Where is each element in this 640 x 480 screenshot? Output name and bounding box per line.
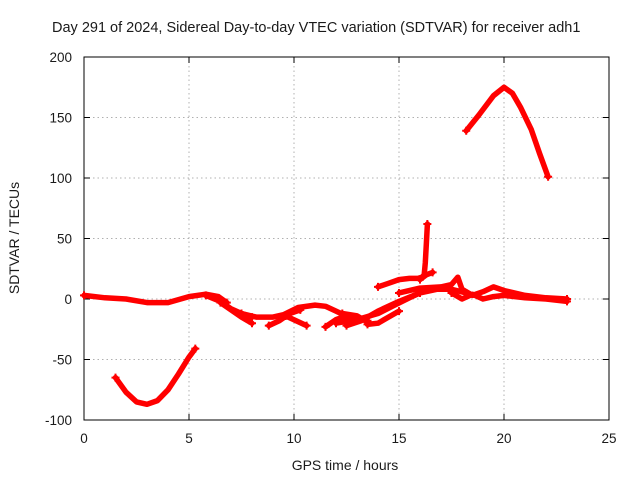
series-arc-16 bbox=[448, 290, 570, 305]
x-tick-label: 10 bbox=[286, 431, 301, 446]
plus-marker bbox=[338, 309, 347, 318]
x-axis-label: GPS time / hours bbox=[292, 457, 399, 473]
plus-marker bbox=[395, 288, 403, 297]
plus-marker bbox=[332, 319, 340, 328]
chart-title: Day 291 of 2024, Sidereal Day-to-day VTE… bbox=[52, 20, 580, 36]
plus-marker bbox=[191, 344, 200, 353]
axis-ticks: 0 5 10 15 20 25 -100 -50 0 50 100 150 200 bbox=[45, 50, 617, 446]
grid bbox=[84, 57, 609, 420]
series-arc-7 bbox=[282, 313, 310, 329]
plus-marker bbox=[395, 307, 403, 316]
plus-marker bbox=[428, 268, 437, 277]
x-tick-label: 15 bbox=[391, 431, 406, 446]
plus-marker bbox=[447, 288, 456, 297]
plus-marker bbox=[342, 321, 351, 330]
plus-marker bbox=[248, 319, 256, 328]
y-tick-label: 0 bbox=[64, 292, 72, 307]
plus-marker bbox=[363, 320, 372, 329]
series-arc-15 bbox=[396, 274, 570, 302]
series-arc-5 bbox=[238, 302, 352, 320]
plus-marker bbox=[216, 298, 225, 307]
y-tick-label: 150 bbox=[49, 111, 72, 126]
plus-marker bbox=[302, 321, 311, 330]
plus-marker bbox=[237, 309, 246, 318]
plus-marker bbox=[423, 219, 432, 228]
plus-marker bbox=[321, 322, 330, 331]
y-tick-label: 100 bbox=[49, 171, 72, 186]
series-group bbox=[80, 84, 571, 408]
series-arc-11 bbox=[339, 310, 371, 325]
y-axis-label: SDTVAR / TECUs bbox=[6, 182, 22, 294]
x-tick-label: 5 bbox=[185, 431, 193, 446]
plus-marker bbox=[111, 373, 120, 382]
plus-marker bbox=[416, 275, 424, 284]
plus-marker bbox=[374, 282, 382, 291]
series-arc-2 bbox=[112, 345, 199, 408]
y-tick-label: 50 bbox=[57, 232, 72, 247]
plus-marker bbox=[201, 291, 210, 300]
plus-marker bbox=[544, 172, 553, 181]
x-tick-label: 25 bbox=[601, 431, 616, 446]
series-arc-1 bbox=[81, 291, 230, 306]
plus-marker bbox=[563, 297, 571, 306]
y-tick-label: -100 bbox=[45, 413, 72, 428]
plus-marker bbox=[462, 126, 471, 135]
plus-marker bbox=[80, 291, 88, 300]
series-arc-12 bbox=[364, 308, 402, 328]
series-arc-4 bbox=[217, 299, 255, 326]
y-tick-label: -50 bbox=[52, 353, 72, 368]
y-tick-label: 200 bbox=[49, 50, 72, 65]
series-arc-17 bbox=[463, 84, 551, 180]
plus-marker bbox=[296, 305, 305, 314]
plus-marker bbox=[281, 311, 290, 320]
plus-marker bbox=[264, 321, 273, 330]
x-tick-label: 0 bbox=[80, 431, 88, 446]
x-tick-label: 20 bbox=[496, 431, 511, 446]
